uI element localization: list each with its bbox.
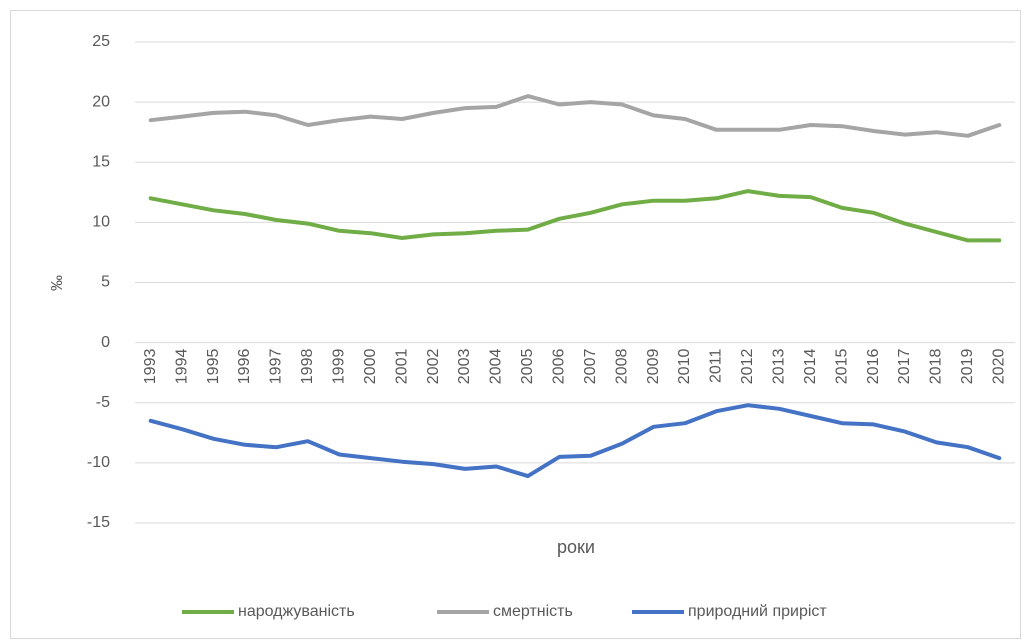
- x-tick-label: 2002: [425, 349, 442, 385]
- x-tick-label: 2009: [645, 349, 662, 385]
- x-tick-label: 2018: [928, 349, 945, 385]
- chart-frame: [10, 10, 1021, 639]
- y-tick-label: 5: [101, 274, 110, 291]
- x-tick-label: 2016: [865, 349, 882, 385]
- x-tick-label: 1993: [142, 349, 159, 385]
- legend-label: природний приріст: [688, 603, 827, 620]
- series-line: [148, 403, 1002, 479]
- x-tick-label: 2003: [456, 349, 473, 385]
- x-tick-label: 1998: [299, 349, 316, 385]
- x-tick-label: 1995: [205, 349, 222, 385]
- x-tick-label: 1994: [173, 349, 190, 385]
- x-tick-label: 2005: [519, 349, 536, 385]
- legend-label: смертність: [493, 603, 573, 620]
- x-tick-label: 1997: [268, 349, 285, 385]
- x-tick-label: 1996: [236, 349, 253, 385]
- x-tick-label: 2008: [613, 349, 630, 385]
- x-tick-label: 2007: [582, 349, 599, 385]
- series-line: [148, 189, 1002, 243]
- y-tick-label: -10: [87, 454, 110, 471]
- y-tick-label: 20: [92, 93, 110, 110]
- y-tick-label: -15: [87, 514, 110, 531]
- x-tick-label: 2019: [959, 349, 976, 385]
- x-tick-label: 2014: [802, 349, 819, 385]
- x-tick-label: 2011: [708, 349, 725, 384]
- x-tick-label: 2000: [362, 349, 379, 385]
- x-axis-label: роки: [557, 537, 595, 557]
- x-tick-label: 2004: [488, 349, 505, 385]
- x-tick-label: 2015: [833, 349, 850, 385]
- y-tick-label: -5: [96, 394, 110, 411]
- y-tick-label: 15: [92, 153, 110, 170]
- x-tick-label: 2010: [676, 349, 693, 385]
- x-tick-label: 2006: [551, 349, 568, 385]
- y-tick-label: 0: [101, 334, 110, 351]
- y-tick-label: 25: [92, 33, 110, 50]
- x-tick-label: 1999: [331, 349, 348, 385]
- x-tick-label: 2012: [739, 349, 756, 385]
- x-tick-label: 2001: [393, 349, 410, 385]
- y-axis-label: ‰: [49, 275, 66, 291]
- legend-label: народжуваність: [238, 603, 355, 620]
- y-tick-label: 10: [92, 214, 110, 231]
- series-line: [148, 94, 1002, 138]
- x-tick-label: 2013: [771, 349, 788, 385]
- x-tick-label: 2017: [896, 349, 913, 385]
- x-tick-label: 2020: [991, 349, 1008, 385]
